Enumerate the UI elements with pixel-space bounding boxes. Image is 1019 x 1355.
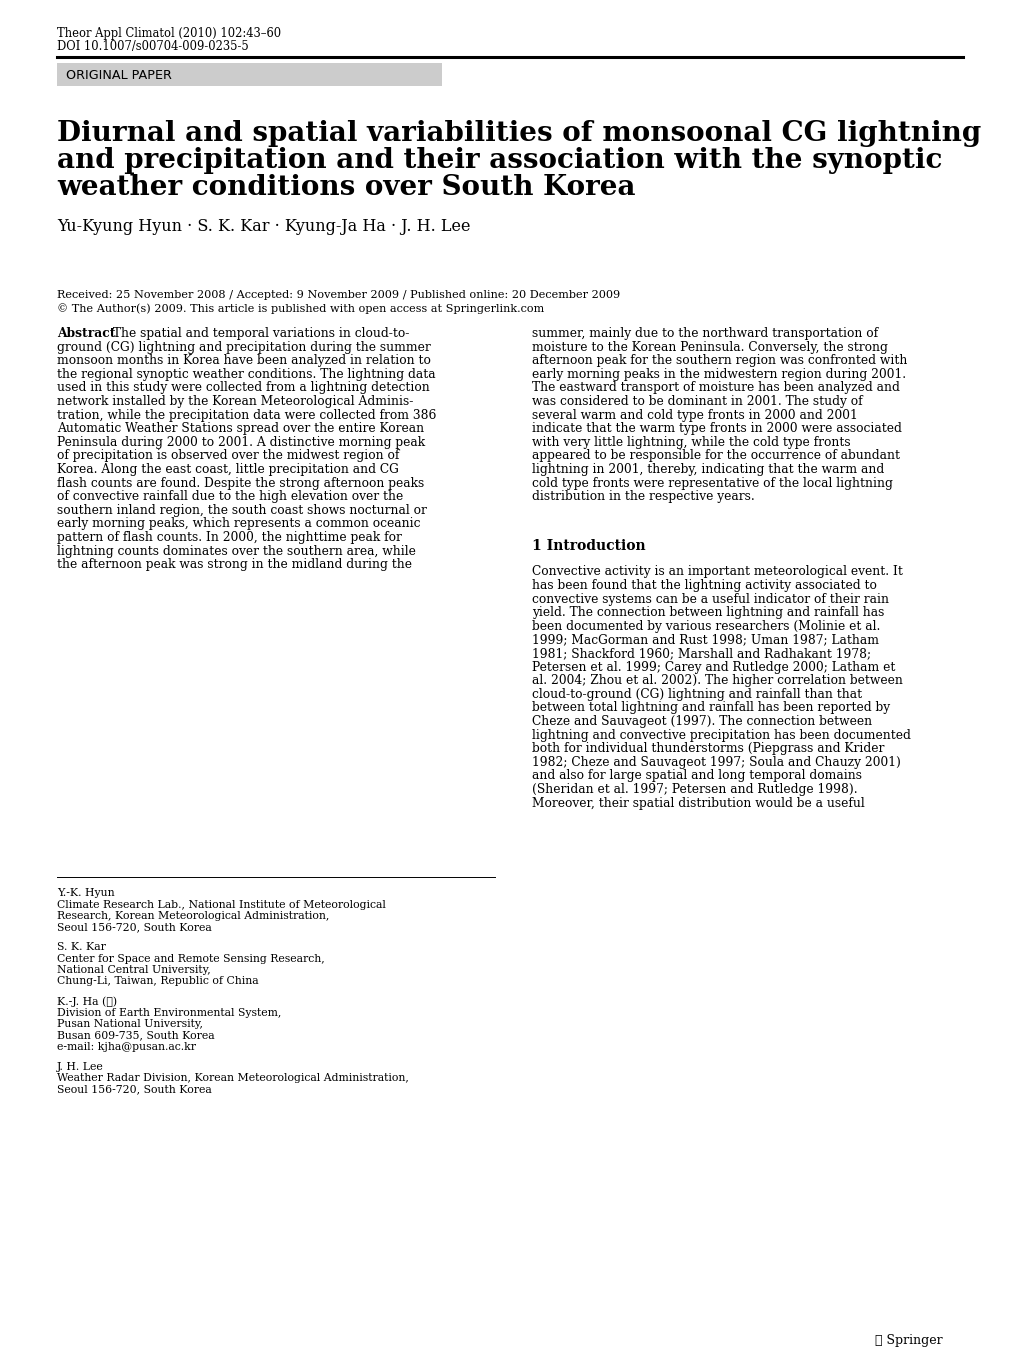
Text: Y.-K. Hyun: Y.-K. Hyun: [57, 888, 114, 898]
Text: used in this study were collected from a lightning detection: used in this study were collected from a…: [57, 381, 429, 394]
Text: Petersen et al. 1999; Carey and Rutledge 2000; Latham et: Petersen et al. 1999; Carey and Rutledge…: [532, 661, 895, 673]
Text: afternoon peak for the southern region was confronted with: afternoon peak for the southern region w…: [532, 354, 907, 367]
Text: ④ Springer: ④ Springer: [874, 1335, 942, 1347]
Text: of precipitation is observed over the midwest region of: of precipitation is observed over the mi…: [57, 450, 399, 462]
Text: Busan 609-735, South Korea: Busan 609-735, South Korea: [57, 1031, 214, 1041]
Text: lightning in 2001, thereby, indicating that the warm and: lightning in 2001, thereby, indicating t…: [532, 463, 883, 476]
Text: summer, mainly due to the northward transportation of: summer, mainly due to the northward tran…: [532, 327, 877, 340]
Text: cloud-to-ground (CG) lightning and rainfall than that: cloud-to-ground (CG) lightning and rainf…: [532, 688, 861, 701]
Text: Weather Radar Division, Korean Meteorological Administration,: Weather Radar Division, Korean Meteorolo…: [57, 1073, 409, 1083]
Text: Theor Appl Climatol (2010) 102:43–60: Theor Appl Climatol (2010) 102:43–60: [57, 27, 281, 41]
Text: and precipitation and their association with the synoptic: and precipitation and their association …: [57, 146, 942, 173]
Text: moisture to the Korean Peninsula. Conversely, the strong: moisture to the Korean Peninsula. Conver…: [532, 340, 887, 354]
Text: the regional synoptic weather conditions. The lightning data: the regional synoptic weather conditions…: [57, 367, 435, 381]
Text: Seoul 156-720, South Korea: Seoul 156-720, South Korea: [57, 923, 212, 932]
Text: (Sheridan et al. 1997; Petersen and Rutledge 1998).: (Sheridan et al. 1997; Petersen and Rutl…: [532, 783, 857, 795]
Text: distribution in the respective years.: distribution in the respective years.: [532, 491, 754, 503]
Text: Division of Earth Environmental System,: Division of Earth Environmental System,: [57, 1008, 281, 1018]
Text: and also for large spatial and long temporal domains: and also for large spatial and long temp…: [532, 770, 861, 782]
Text: National Central University,: National Central University,: [57, 965, 211, 976]
Text: appeared to be responsible for the occurrence of abundant: appeared to be responsible for the occur…: [532, 450, 899, 462]
Text: pattern of flash counts. In 2000, the nighttime peak for: pattern of flash counts. In 2000, the ni…: [57, 531, 401, 543]
Text: Climate Research Lab., National Institute of Meteorological: Climate Research Lab., National Institut…: [57, 900, 385, 909]
Text: early morning peaks, which represents a common oceanic: early morning peaks, which represents a …: [57, 518, 420, 530]
Text: ORIGINAL PAPER: ORIGINAL PAPER: [66, 69, 172, 83]
Text: was considered to be dominant in 2001. The study of: was considered to be dominant in 2001. T…: [532, 396, 862, 408]
Text: Research, Korean Meteorological Administration,: Research, Korean Meteorological Administ…: [57, 911, 329, 921]
Text: S. K. Kar: S. K. Kar: [57, 942, 106, 953]
Text: ground (CG) lightning and precipitation during the summer: ground (CG) lightning and precipitation …: [57, 340, 430, 354]
Text: between total lightning and rainfall has been reported by: between total lightning and rainfall has…: [532, 702, 890, 714]
Text: several warm and cold type fronts in 2000 and 2001: several warm and cold type fronts in 200…: [532, 409, 857, 421]
Text: Received: 25 November 2008 / Accepted: 9 November 2009 / Published online: 20 De: Received: 25 November 2008 / Accepted: 9…: [57, 290, 620, 299]
Text: Automatic Weather Stations spread over the entire Korean: Automatic Weather Stations spread over t…: [57, 423, 424, 435]
Bar: [57, 62, 441, 85]
Text: early morning peaks in the midwestern region during 2001.: early morning peaks in the midwestern re…: [532, 367, 905, 381]
Text: K.-J. Ha (⨉): K.-J. Ha (⨉): [57, 996, 117, 1007]
Text: both for individual thunderstorms (Piepgrass and Krider: both for individual thunderstorms (Piepg…: [532, 743, 883, 755]
Text: of convective rainfall due to the high elevation over the: of convective rainfall due to the high e…: [57, 491, 403, 503]
Text: The spatial and temporal variations in cloud-to-: The spatial and temporal variations in c…: [109, 327, 409, 340]
Text: Diurnal and spatial variabilities of monsoonal CG lightning: Diurnal and spatial variabilities of mon…: [57, 121, 980, 146]
Text: lightning counts dominates over the southern area, while: lightning counts dominates over the sout…: [57, 545, 416, 558]
Text: e-mail: kjha@pusan.ac.kr: e-mail: kjha@pusan.ac.kr: [57, 1042, 196, 1051]
Text: been documented by various researchers (Molinie et al.: been documented by various researchers (…: [532, 619, 879, 633]
Text: tration, while the precipitation data were collected from 386: tration, while the precipitation data we…: [57, 409, 436, 421]
Text: 1 Introduction: 1 Introduction: [532, 539, 645, 553]
Text: Yu-Kyung Hyun · S. K. Kar · Kyung-Ja Ha · J. H. Lee: Yu-Kyung Hyun · S. K. Kar · Kyung-Ja Ha …: [57, 218, 470, 234]
Text: Korea. Along the east coast, little precipitation and CG: Korea. Along the east coast, little prec…: [57, 463, 398, 476]
Text: yield. The connection between lightning and rainfall has: yield. The connection between lightning …: [532, 606, 883, 619]
Text: monsoon months in Korea have been analyzed in relation to: monsoon months in Korea have been analyz…: [57, 354, 430, 367]
Text: 1982; Cheze and Sauvageot 1997; Soula and Chauzy 2001): 1982; Cheze and Sauvageot 1997; Soula an…: [532, 756, 900, 768]
Text: Center for Space and Remote Sensing Research,: Center for Space and Remote Sensing Rese…: [57, 954, 324, 963]
Text: the afternoon peak was strong in the midland during the: the afternoon peak was strong in the mid…: [57, 558, 412, 572]
Text: Abstract: Abstract: [57, 327, 115, 340]
Text: DOI 10.1007/s00704-009-0235-5: DOI 10.1007/s00704-009-0235-5: [57, 41, 249, 53]
Text: weather conditions over South Korea: weather conditions over South Korea: [57, 173, 635, 201]
Text: Cheze and Sauvageot (1997). The connection between: Cheze and Sauvageot (1997). The connecti…: [532, 715, 871, 728]
Text: has been found that the lightning activity associated to: has been found that the lightning activi…: [532, 579, 876, 592]
Text: flash counts are found. Despite the strong afternoon peaks: flash counts are found. Despite the stro…: [57, 477, 424, 489]
Text: Convective activity is an important meteorological event. It: Convective activity is an important mete…: [532, 565, 902, 579]
Text: Moreover, their spatial distribution would be a useful: Moreover, their spatial distribution wou…: [532, 797, 864, 809]
Text: indicate that the warm type fronts in 2000 were associated: indicate that the warm type fronts in 20…: [532, 423, 901, 435]
Text: southern inland region, the south coast shows nocturnal or: southern inland region, the south coast …: [57, 504, 427, 516]
Text: lightning and convective precipitation has been documented: lightning and convective precipitation h…: [532, 729, 910, 741]
Text: 1999; MacGorman and Rust 1998; Uman 1987; Latham: 1999; MacGorman and Rust 1998; Uman 1987…: [532, 633, 878, 646]
Text: Seoul 156-720, South Korea: Seoul 156-720, South Korea: [57, 1084, 212, 1095]
Text: Chung-Li, Taiwan, Republic of China: Chung-Li, Taiwan, Republic of China: [57, 977, 259, 986]
Text: al. 2004; Zhou et al. 2002). The higher correlation between: al. 2004; Zhou et al. 2002). The higher …: [532, 675, 902, 687]
Text: © The Author(s) 2009. This article is published with open access at Springerlink: © The Author(s) 2009. This article is pu…: [57, 304, 544, 314]
Text: Peninsula during 2000 to 2001. A distinctive morning peak: Peninsula during 2000 to 2001. A distinc…: [57, 436, 425, 449]
Text: Pusan National University,: Pusan National University,: [57, 1019, 203, 1028]
Text: The eastward transport of moisture has been analyzed and: The eastward transport of moisture has b…: [532, 381, 899, 394]
Text: cold type fronts were representative of the local lightning: cold type fronts were representative of …: [532, 477, 892, 489]
Text: network installed by the Korean Meteorological Adminis-: network installed by the Korean Meteorol…: [57, 396, 413, 408]
Text: convective systems can be a useful indicator of their rain: convective systems can be a useful indic…: [532, 592, 889, 606]
Text: with very little lightning, while the cold type fronts: with very little lightning, while the co…: [532, 436, 850, 449]
Text: 1981; Shackford 1960; Marshall and Radhakant 1978;: 1981; Shackford 1960; Marshall and Radha…: [532, 646, 870, 660]
Text: J. H. Lee: J. H. Lee: [57, 1061, 104, 1072]
